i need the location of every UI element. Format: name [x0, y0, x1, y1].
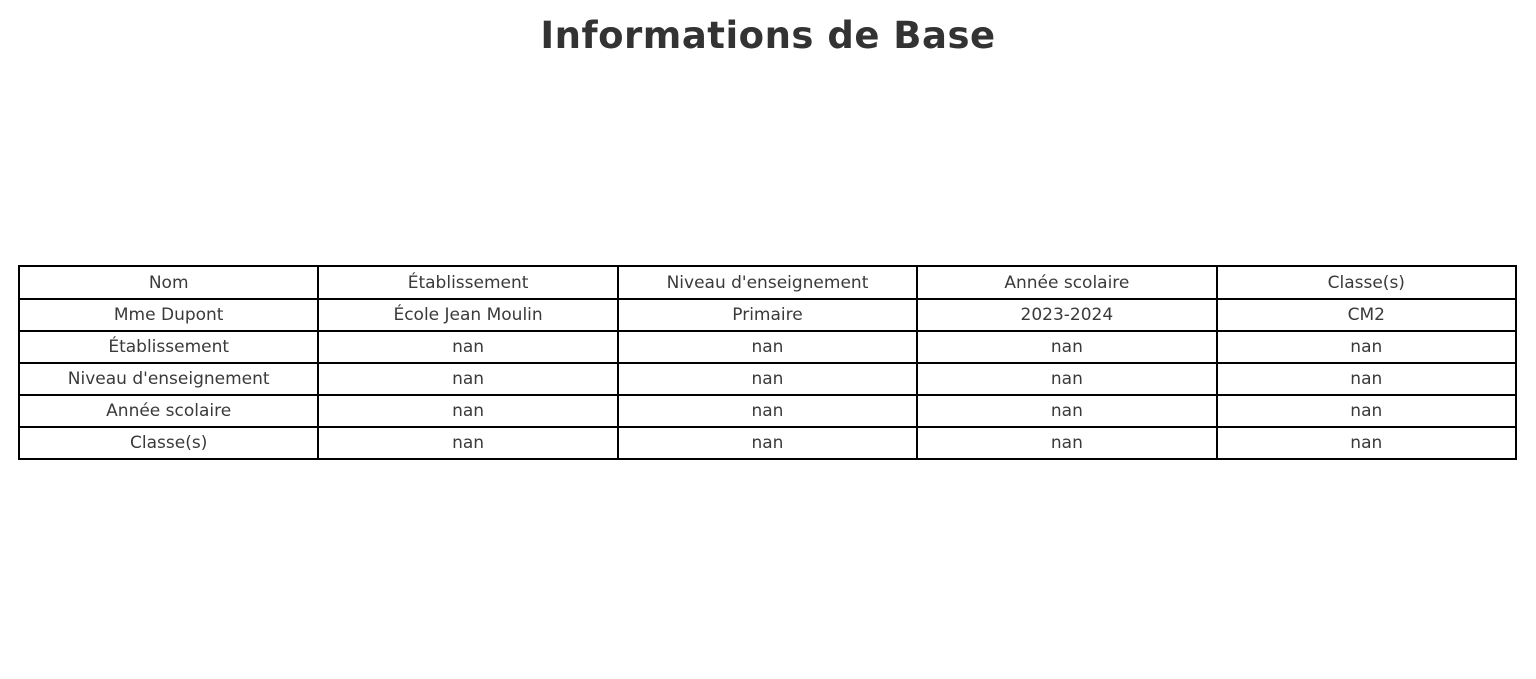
column-header: Niveau d'enseignement: [616, 265, 919, 300]
table-cell: Année scolaire: [17, 394, 320, 428]
table-row: Année scolaire nan nan nan nan: [17, 394, 1518, 428]
table-cell: nan: [317, 394, 619, 428]
table-row: Mme Dupont École Jean Moulin Primaire 2023-…: [17, 298, 1518, 332]
table-cell: Mme Dupont: [17, 298, 320, 332]
table-cell: Établissement: [17, 330, 320, 364]
table-cell: 2023-2024: [916, 298, 1218, 332]
table-cell: nan: [317, 330, 619, 364]
table-cell: nan: [1215, 426, 1518, 460]
table-cell: nan: [916, 362, 1218, 396]
table-cell: nan: [616, 330, 919, 364]
data-table: Nom Établissement Niveau d'enseignement Ann…: [17, 265, 1518, 460]
table-cell: Primaire: [616, 298, 919, 332]
table-cell: École Jean Moulin: [317, 298, 619, 332]
column-header: Établissement: [317, 265, 619, 300]
table-cell: nan: [317, 426, 619, 460]
table-cell: Niveau d'enseignement: [17, 362, 320, 396]
column-header: Classe(s): [1215, 265, 1518, 300]
table-cell: nan: [916, 394, 1218, 428]
table-cell: nan: [916, 426, 1218, 460]
table-cell: nan: [616, 394, 919, 428]
figure-title: Informations de Base: [540, 14, 996, 57]
column-header: Nom: [17, 265, 320, 300]
column-header: Année scolaire: [916, 265, 1218, 300]
table-row: Établissement nan nan nan nan: [17, 330, 1518, 364]
table-cell: nan: [916, 330, 1218, 364]
table-cell: nan: [1215, 330, 1518, 364]
table-header-row: Nom Établissement Niveau d'enseignement Ann…: [17, 265, 1518, 300]
table-cell: nan: [616, 426, 919, 460]
table-row: Niveau d'enseignement nan nan nan nan: [17, 362, 1518, 396]
table-cell: nan: [1215, 394, 1518, 428]
table-cell: nan: [1215, 362, 1518, 396]
table-cell: nan: [317, 362, 619, 396]
table-cell: Classe(s): [17, 426, 320, 460]
table-header: Nom Établissement Niveau d'enseignement Ann…: [17, 265, 1518, 300]
table-body: Mme Dupont École Jean Moulin Primaire 2023-…: [17, 298, 1518, 460]
table-cell: nan: [616, 362, 919, 396]
table-cell: CM2: [1215, 298, 1518, 332]
table-row: Classe(s) nan nan nan nan: [17, 426, 1518, 460]
